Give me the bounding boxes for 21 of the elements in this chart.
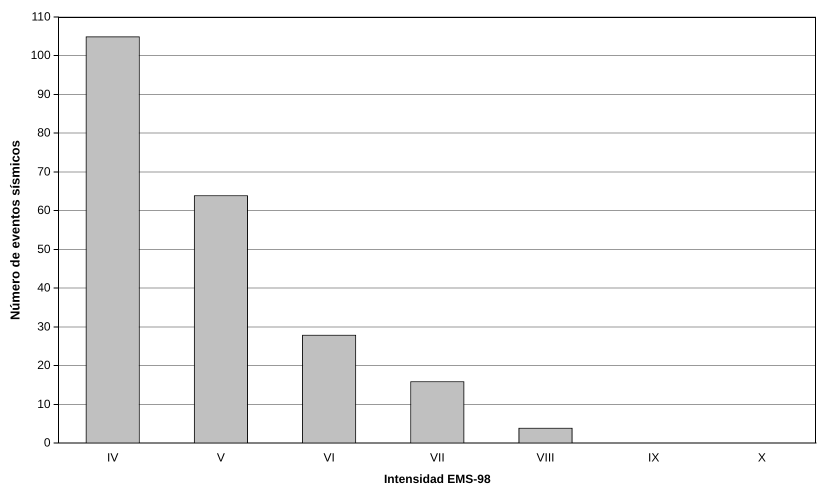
y-tick-label: 50 — [37, 242, 51, 256]
y-tick-label: 90 — [37, 86, 51, 101]
x-tick-label: X — [758, 450, 766, 465]
x-tick-label: IX — [648, 450, 660, 465]
y-tick-label: 20 — [37, 358, 51, 372]
x-tick-label: VII — [430, 450, 445, 465]
x-tick-label: IV — [107, 450, 118, 465]
y-tick-label: 100 — [30, 48, 51, 62]
x-tick-label: VI — [323, 450, 335, 465]
y-tick-label: 10 — [37, 396, 51, 411]
x-tick-label: VIII — [536, 450, 555, 465]
y-tick-label: 70 — [37, 164, 51, 178]
y-axis-title: Número de eventos sísmicos — [7, 140, 22, 320]
y-tick-label: 0 — [44, 436, 51, 450]
y-tick-label: 40 — [37, 280, 51, 295]
x-tick-label: V — [216, 450, 225, 465]
y-tick-label: 30 — [37, 319, 51, 334]
y-tick-label: 80 — [37, 126, 51, 140]
x-axis-title: Intensidad EMS-98 — [384, 472, 491, 486]
y-tick-label: 110 — [31, 9, 51, 24]
y-tick-label: 60 — [37, 203, 51, 218]
